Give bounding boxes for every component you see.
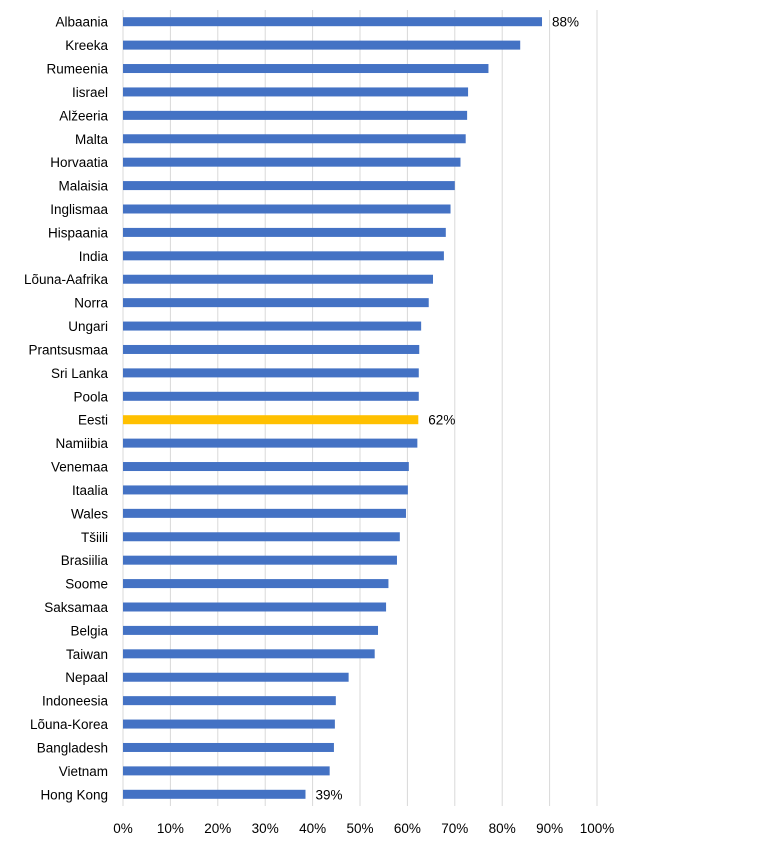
category-label: Wales bbox=[71, 506, 108, 521]
bar bbox=[123, 344, 420, 354]
bar bbox=[123, 696, 336, 706]
category-label: Itaalia bbox=[72, 483, 109, 498]
x-tick-label: 90% bbox=[536, 821, 563, 836]
bars bbox=[123, 17, 543, 799]
category-label: Soome bbox=[65, 577, 108, 592]
category-label: Albaania bbox=[55, 15, 108, 30]
category-label: Hispaania bbox=[48, 225, 109, 240]
category-label: Vietnam bbox=[59, 764, 108, 779]
category-label: Rumeenia bbox=[46, 62, 108, 77]
bar bbox=[123, 555, 397, 565]
category-label: Brasiilia bbox=[61, 553, 109, 568]
bar bbox=[123, 462, 409, 472]
bar bbox=[123, 415, 419, 425]
category-label: Lõuna-Aafrika bbox=[24, 272, 109, 287]
data-label: 39% bbox=[315, 787, 342, 802]
category-labels: Albaania Kreeka Rumeenia Iisrael Alžeeria Mal… bbox=[24, 15, 109, 803]
x-tick-label: 60% bbox=[394, 821, 421, 836]
bar bbox=[123, 625, 379, 635]
category-label: Indoneesia bbox=[42, 694, 109, 709]
bar bbox=[123, 87, 469, 97]
bar bbox=[123, 204, 451, 214]
bar bbox=[123, 181, 455, 191]
category-label: Eesti bbox=[78, 413, 108, 428]
bar bbox=[123, 40, 521, 50]
category-label: Horvaatia bbox=[50, 155, 108, 170]
x-tick-label: 70% bbox=[441, 821, 468, 836]
bar bbox=[123, 579, 389, 589]
category-label: Hong Kong bbox=[40, 787, 108, 802]
bar bbox=[123, 719, 335, 729]
bar bbox=[123, 438, 418, 448]
bar bbox=[123, 532, 400, 542]
data-labels: 88% 62% 39% bbox=[315, 15, 579, 803]
category-label: Bangladesh bbox=[37, 740, 108, 755]
data-label: 62% bbox=[428, 413, 455, 428]
category-label: Iisrael bbox=[72, 85, 108, 100]
bar bbox=[123, 789, 306, 799]
category-label: Malta bbox=[75, 132, 109, 147]
category-label: Inglismaa bbox=[50, 202, 108, 217]
category-label: Malaisia bbox=[58, 179, 108, 194]
category-label: Saksamaa bbox=[44, 600, 108, 615]
data-label: 88% bbox=[552, 15, 579, 30]
bar bbox=[123, 368, 419, 378]
bar bbox=[123, 110, 468, 120]
bar bbox=[123, 298, 429, 308]
bar bbox=[123, 157, 461, 167]
bar bbox=[123, 672, 349, 682]
bar bbox=[123, 251, 444, 261]
x-tick-label: 80% bbox=[489, 821, 516, 836]
category-label: Kreeka bbox=[65, 38, 108, 53]
bar bbox=[123, 274, 433, 284]
gridlines bbox=[122, 10, 598, 806]
category-label: Taiwan bbox=[66, 647, 108, 662]
category-label: Belgia bbox=[70, 623, 108, 638]
bar bbox=[123, 64, 489, 74]
bar bbox=[123, 391, 419, 401]
category-label: India bbox=[79, 249, 109, 264]
x-tick-label: 100% bbox=[580, 821, 615, 836]
category-label: Venemaa bbox=[51, 460, 109, 475]
bar bbox=[123, 602, 387, 612]
bar bbox=[123, 227, 446, 237]
bar bbox=[123, 742, 334, 752]
category-label: Nepaal bbox=[65, 670, 108, 685]
category-label: Ungari bbox=[68, 319, 108, 334]
x-tick-label: 0% bbox=[113, 821, 133, 836]
bar bbox=[123, 508, 406, 518]
bar bbox=[123, 134, 466, 144]
x-tick-label: 50% bbox=[346, 821, 373, 836]
x-tick-label: 30% bbox=[252, 821, 279, 836]
category-label: Norra bbox=[74, 296, 108, 311]
x-tick-label: 20% bbox=[204, 821, 231, 836]
bar bbox=[123, 17, 543, 27]
bar bbox=[123, 485, 408, 495]
category-label: Prantsusmaa bbox=[28, 342, 108, 357]
x-tick-label: 40% bbox=[299, 821, 326, 836]
bar bbox=[123, 649, 375, 659]
bar bbox=[123, 766, 330, 776]
category-label: Alžeeria bbox=[59, 108, 108, 123]
bar bbox=[123, 321, 422, 331]
category-label: Tšiili bbox=[81, 530, 108, 545]
x-tick-label: 10% bbox=[157, 821, 184, 836]
x-axis-ticks: 0% 10% 20% 30% 40% 50% 60% 70% 80% 90% 100% bbox=[113, 821, 614, 836]
category-label: Sri Lanka bbox=[51, 366, 109, 381]
category-label: Poola bbox=[73, 389, 108, 404]
category-label: Namiibia bbox=[55, 436, 108, 451]
category-label: Lõuna-Korea bbox=[30, 717, 109, 732]
